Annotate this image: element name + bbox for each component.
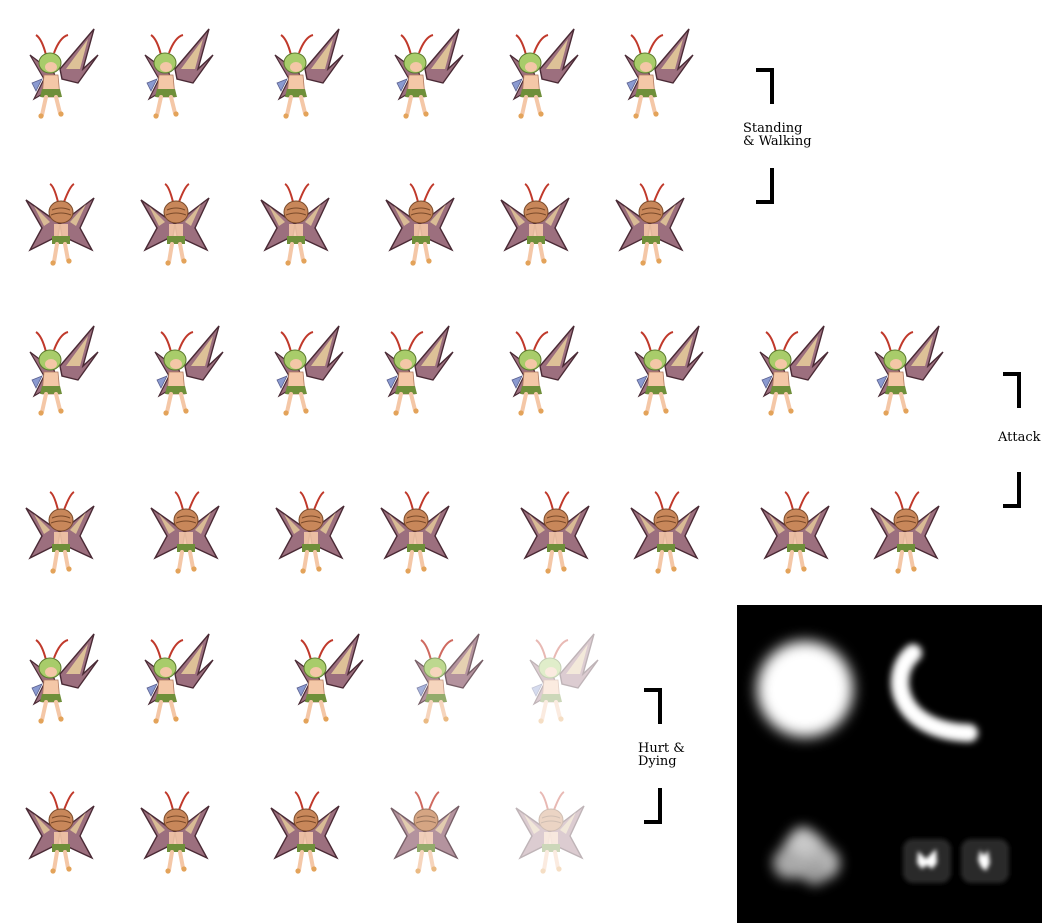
- fairy-sprite-dying-back-3: [265, 780, 345, 880]
- effects-panel: [737, 605, 1042, 923]
- fairy-sprite-attack-back-3: [270, 480, 350, 580]
- fairy-sprite-walking-back-3: [255, 172, 335, 272]
- fairy-sprite-walking-back-1: [20, 172, 100, 272]
- fairy-sprite-hurt-front-5: [520, 630, 600, 730]
- fairy-sprite-attack-back-4: [375, 480, 455, 580]
- fairy-sprite-attack-front-6: [625, 322, 705, 422]
- fairy-sprite-attack-back-7: [755, 480, 835, 580]
- fairy-sprite-standing-5: [500, 25, 580, 125]
- fairy-sprite-attack-front-3: [265, 322, 345, 422]
- fairy-sprite-hurt-front-3: [285, 630, 365, 730]
- fairy-sprite-hurt-front-2: [135, 630, 215, 730]
- fairy-sprite-dying-back-2: [135, 780, 215, 880]
- fairy-sprite-attack-front-4: [375, 322, 455, 422]
- fairy-sprite-attack-back-6: [625, 480, 705, 580]
- fairy-sprite-standing-2: [135, 25, 215, 125]
- standing-walking-label: Standing & Walking: [743, 122, 812, 148]
- fairy-sprite-standing-6: [615, 25, 695, 125]
- fairy-sprite-attack-front-1: [20, 322, 100, 422]
- effects-canvas: [757, 641, 1009, 885]
- fairy-sprite-attack-front-5: [500, 322, 580, 422]
- fairy-sprite-standing-1: [20, 25, 100, 125]
- fairy-sprite-dying-back-4: [385, 780, 465, 880]
- attack-label: Attack: [998, 430, 1041, 445]
- bracket-bottom-attack: [1003, 472, 1021, 508]
- hurt-label-line1: Hurt &: [638, 741, 685, 756]
- fairy-sprite-walking-back-5: [495, 172, 575, 272]
- fairy-sprite-standing-4: [385, 25, 465, 125]
- fairy-sprite-walking-back-4: [380, 172, 460, 272]
- fairy-sprite-dying-back-1: [20, 780, 100, 880]
- glow-orb-icon: [757, 641, 853, 737]
- bracket-top-hurt: [644, 688, 662, 724]
- fairy-sprite-walking-back-2: [135, 172, 215, 272]
- fairy-sprite-dying-back-5: [510, 780, 590, 880]
- fairy-sprite-attack-front-8: [865, 322, 945, 422]
- bracket-bottom-hurt: [644, 788, 662, 824]
- fairy-sprite-hurt-front-1: [20, 630, 100, 730]
- fairy-sprite-attack-front-7: [750, 322, 830, 422]
- hurt-dying-label: Hurt & Dying: [638, 742, 685, 768]
- fairy-sprite-standing-3: [265, 25, 345, 125]
- dust-cloud-icon: [773, 827, 840, 885]
- fairy-sprite-attack-back-5: [515, 480, 595, 580]
- fairy-sprite-attack-back-8: [865, 480, 945, 580]
- bracket-bottom-standing: [756, 168, 774, 204]
- butterfly-glow-small-icon: [961, 839, 1009, 883]
- butterfly-glow-icon: [903, 839, 951, 883]
- bracket-top-standing: [756, 68, 774, 104]
- fairy-sprite-attack-back-1: [20, 480, 100, 580]
- hurt-label-line2: Dying: [638, 754, 677, 769]
- standing-label-line1: Standing: [743, 121, 803, 136]
- crescent-glow-icon: [890, 644, 978, 742]
- standing-label-line2: & Walking: [743, 134, 812, 149]
- fairy-sprite-walking-back-6: [610, 172, 690, 272]
- fairy-sprite-attack-back-2: [145, 480, 225, 580]
- bracket-top-attack: [1003, 372, 1021, 408]
- fairy-sprite-attack-front-2: [145, 322, 225, 422]
- fairy-sprite-hurt-front-4: [405, 630, 485, 730]
